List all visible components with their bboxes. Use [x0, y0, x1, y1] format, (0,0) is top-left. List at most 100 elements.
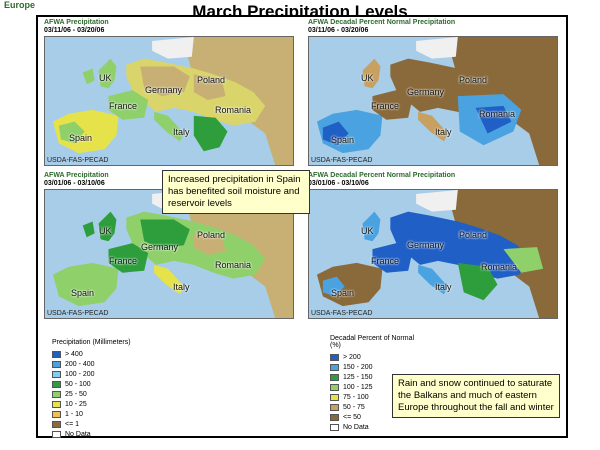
panel-dates: 03/11/06 - 03/20/06	[44, 27, 105, 34]
europe-map	[309, 190, 557, 318]
figure-frame: AFWA Precipitation 03/11/06 - 03/20/06 U…	[36, 15, 568, 438]
country-label-poland: Poland	[459, 75, 488, 85]
legend-item: > 400	[52, 349, 131, 359]
country-label-poland: Poland	[459, 230, 488, 240]
legend-swatch	[330, 353, 339, 361]
legend-swatch	[52, 430, 61, 438]
country-label-france: France	[371, 256, 400, 266]
legend-label: > 200	[343, 353, 361, 361]
country-label-germany: Germany	[145, 85, 183, 95]
legend-swatch	[52, 410, 61, 418]
legend-swatch	[52, 400, 61, 408]
map-credit: USDA-FAS-PECAD	[47, 310, 109, 317]
map-percent-early-march: USDA-FAS-PECAD UK Germany Poland France …	[308, 189, 558, 319]
country-label-france: France	[371, 101, 400, 111]
legend-swatch	[52, 360, 61, 368]
legend-item: 25 - 50	[52, 389, 131, 399]
legend-label: <= 50	[343, 413, 361, 421]
country-label-poland: Poland	[197, 230, 226, 240]
legend-label: 75 - 100	[343, 393, 369, 401]
legend-label: 100 - 125	[343, 383, 373, 391]
panel-dates: 03/11/06 - 03/20/06	[308, 27, 369, 34]
map-credit: USDA-FAS-PECAD	[311, 157, 373, 164]
legend-item: 75 - 100	[330, 392, 426, 402]
country-label-romania: Romania	[479, 109, 516, 119]
legend-swatch	[52, 380, 61, 388]
callout-spain: Increased precipitation in Spain has ben…	[162, 170, 310, 214]
legend-swatch	[330, 413, 339, 421]
legend-item: 10 - 25	[52, 399, 131, 409]
legend-label: <= 1	[65, 420, 80, 428]
legend-items: > 200 150 - 200 125 - 150 100 - 125 75 - 100…	[330, 352, 426, 432]
map-credit: USDA-FAS-PECAD	[311, 310, 373, 317]
legend-item: 125 - 150	[330, 372, 426, 382]
legend-swatch	[52, 350, 61, 358]
legend-label: 125 - 150	[343, 373, 373, 381]
legend-swatch	[330, 393, 339, 401]
legend-label: No Data	[343, 423, 369, 431]
legend-item: <= 1	[52, 419, 131, 429]
country-label-germany: Germany	[407, 87, 445, 97]
legend-label: 150 - 200	[343, 363, 373, 371]
country-label-spain: Spain	[69, 133, 93, 143]
legend-label: 25 - 50	[65, 390, 87, 398]
legend-item: 100 - 200	[52, 369, 131, 379]
country-label-germany: Germany	[141, 242, 179, 252]
legend-item: 200 - 400	[52, 359, 131, 369]
legend-item: 150 - 200	[330, 362, 426, 372]
legend-swatch	[52, 390, 61, 398]
country-label-germany: Germany	[407, 240, 445, 250]
legend-label: No Data	[65, 430, 91, 438]
europe-map	[309, 37, 557, 165]
map-precip-mid-march: USDA-FAS-PECAD UK Germany Poland France …	[44, 36, 294, 166]
legend-title: Decadal Percent of Normal (%)	[330, 335, 415, 349]
legend-item: <= 50	[330, 412, 426, 422]
panel-dates: 03/01/06 - 03/10/06	[44, 180, 105, 187]
legend-label: > 400	[65, 350, 83, 358]
country-label-romania: Romania	[215, 105, 252, 115]
legend-swatch	[330, 363, 339, 371]
country-label-romania: Romania	[215, 260, 252, 270]
panel-title: AFWA Decadal Percent Normal Precipitatio…	[308, 19, 456, 26]
country-label-uk: UK	[99, 226, 112, 236]
legend-swatch	[52, 370, 61, 378]
legend-label: 50 - 100	[65, 380, 91, 388]
panel-title: AFWA Precipitation	[44, 19, 109, 26]
country-label-spain: Spain	[331, 288, 355, 298]
country-label-italy: Italy	[173, 282, 190, 292]
legend-label: 50 - 75	[343, 403, 365, 411]
legend-swatch	[52, 420, 61, 428]
country-label-uk: UK	[99, 73, 112, 83]
legend-item: 50 - 100	[52, 379, 131, 389]
legend-item: 50 - 75	[330, 402, 426, 412]
callout-balkans: Rain and snow continued to saturate the …	[392, 374, 560, 418]
country-label-italy: Italy	[435, 127, 452, 137]
legend-item: 100 - 125	[330, 382, 426, 392]
legend-precipitation: Precipitation (Millimeters) > 400 200 - 4…	[52, 339, 131, 439]
legend-title: Precipitation (Millimeters)	[52, 339, 131, 346]
legend-item: 1 - 10	[52, 409, 131, 419]
legend-items: > 400 200 - 400 100 - 200 50 - 100 25 - 50 10…	[52, 349, 131, 439]
legend-label: 100 - 200	[65, 370, 95, 378]
legend-item: No Data	[52, 429, 131, 439]
country-label-uk: UK	[361, 226, 374, 236]
map-percent-mid-march: USDA-FAS-PECAD UK Germany Poland France …	[308, 36, 558, 166]
country-label-uk: UK	[361, 73, 374, 83]
country-label-france: France	[109, 101, 138, 111]
country-label-france: France	[109, 256, 138, 266]
panel-dates: 03/01/06 - 03/10/06	[308, 180, 369, 187]
legend-label: 200 - 400	[65, 360, 95, 368]
legend-label: 10 - 25	[65, 400, 87, 408]
country-label-romania: Romania	[481, 262, 518, 272]
country-label-italy: Italy	[435, 282, 452, 292]
country-label-spain: Spain	[71, 288, 95, 298]
region-label: Europe	[4, 0, 36, 10]
map-credit: USDA-FAS-PECAD	[47, 157, 109, 164]
legend-label: 1 - 10	[65, 410, 83, 418]
legend-swatch	[330, 423, 339, 431]
legend-swatch	[330, 403, 339, 411]
panel-title: AFWA Precipitation	[44, 172, 109, 179]
europe-map	[45, 37, 293, 165]
legend-swatch	[330, 373, 339, 381]
legend-item: No Data	[330, 422, 426, 432]
